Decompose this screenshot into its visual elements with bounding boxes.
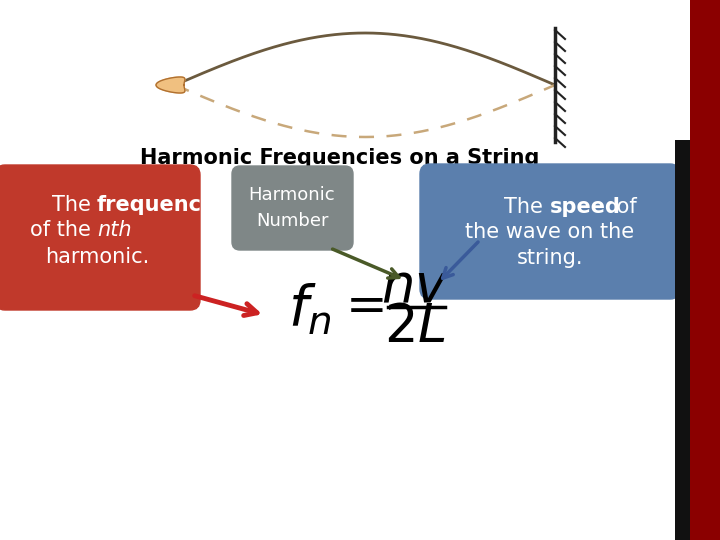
FancyBboxPatch shape [675,140,690,540]
FancyBboxPatch shape [232,166,353,250]
Text: $2L$: $2L$ [384,302,446,354]
Text: of: of [610,197,636,217]
Text: harmonic.: harmonic. [45,247,149,267]
Text: Harmonic
Number: Harmonic Number [248,186,336,230]
Text: string.: string. [517,248,583,268]
Text: $nv$: $nv$ [382,262,449,314]
FancyBboxPatch shape [690,0,720,540]
Polygon shape [156,77,185,93]
Text: the wave on the: the wave on the [465,222,634,242]
Text: speed: speed [550,197,621,217]
Text: The: The [505,197,550,217]
FancyBboxPatch shape [420,164,680,299]
Text: nth: nth [97,220,132,240]
Text: of the: of the [30,220,97,240]
Text: frequency: frequency [97,195,215,215]
Text: The: The [52,195,97,215]
Text: $f_n$: $f_n$ [288,282,332,338]
Text: $=$: $=$ [336,280,384,330]
FancyBboxPatch shape [0,165,200,310]
Text: Harmonic Frequencies on a String: Harmonic Frequencies on a String [140,148,540,168]
